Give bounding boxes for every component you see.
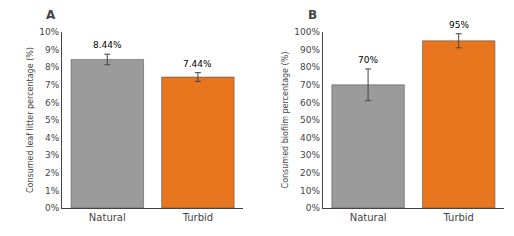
svg-text:5%: 5% [45,115,60,125]
svg-text:70%: 70% [358,55,378,65]
svg-text:Natural: Natural [89,212,126,223]
svg-text:10%: 10% [300,186,320,196]
svg-text:2%: 2% [45,168,60,178]
svg-text:8%: 8% [45,62,60,72]
svg-text:90%: 90% [300,45,320,55]
svg-text:100%: 100% [294,27,320,37]
svg-text:95%: 95% [449,20,469,30]
svg-text:6%: 6% [45,98,60,108]
svg-text:40%: 40% [300,133,320,143]
svg-text:0%: 0% [45,203,60,213]
svg-text:60%: 60% [300,98,320,108]
svg-text:20%: 20% [300,168,320,178]
svg-text:4%: 4% [45,133,60,143]
svg-text:80%: 80% [300,62,320,72]
svg-text:50%: 50% [300,115,320,125]
svg-text:3%: 3% [45,150,60,160]
svg-text:9%: 9% [45,45,60,55]
svg-text:A: A [46,8,56,22]
svg-text:7%: 7% [45,80,60,90]
svg-text:Natural: Natural [350,212,387,223]
svg-text:Turbid: Turbid [182,212,214,223]
svg-text:Consumed biofilm percentage (%: Consumed biofilm percentage (%) [281,52,290,189]
svg-text:7.44%: 7.44% [183,59,212,69]
svg-text:Turbid: Turbid [442,212,474,223]
svg-text:30%: 30% [300,150,320,160]
svg-text:1%: 1% [45,186,60,196]
svg-text:10%: 10% [39,27,59,37]
svg-text:8.44%: 8.44% [93,40,122,50]
svg-text:B: B [308,8,317,22]
svg-text:0%: 0% [306,203,321,213]
svg-text:Consumed leaf litter percentag: Consumed leaf litter percentage (%) [26,47,35,193]
svg-text:70%: 70% [300,80,320,90]
